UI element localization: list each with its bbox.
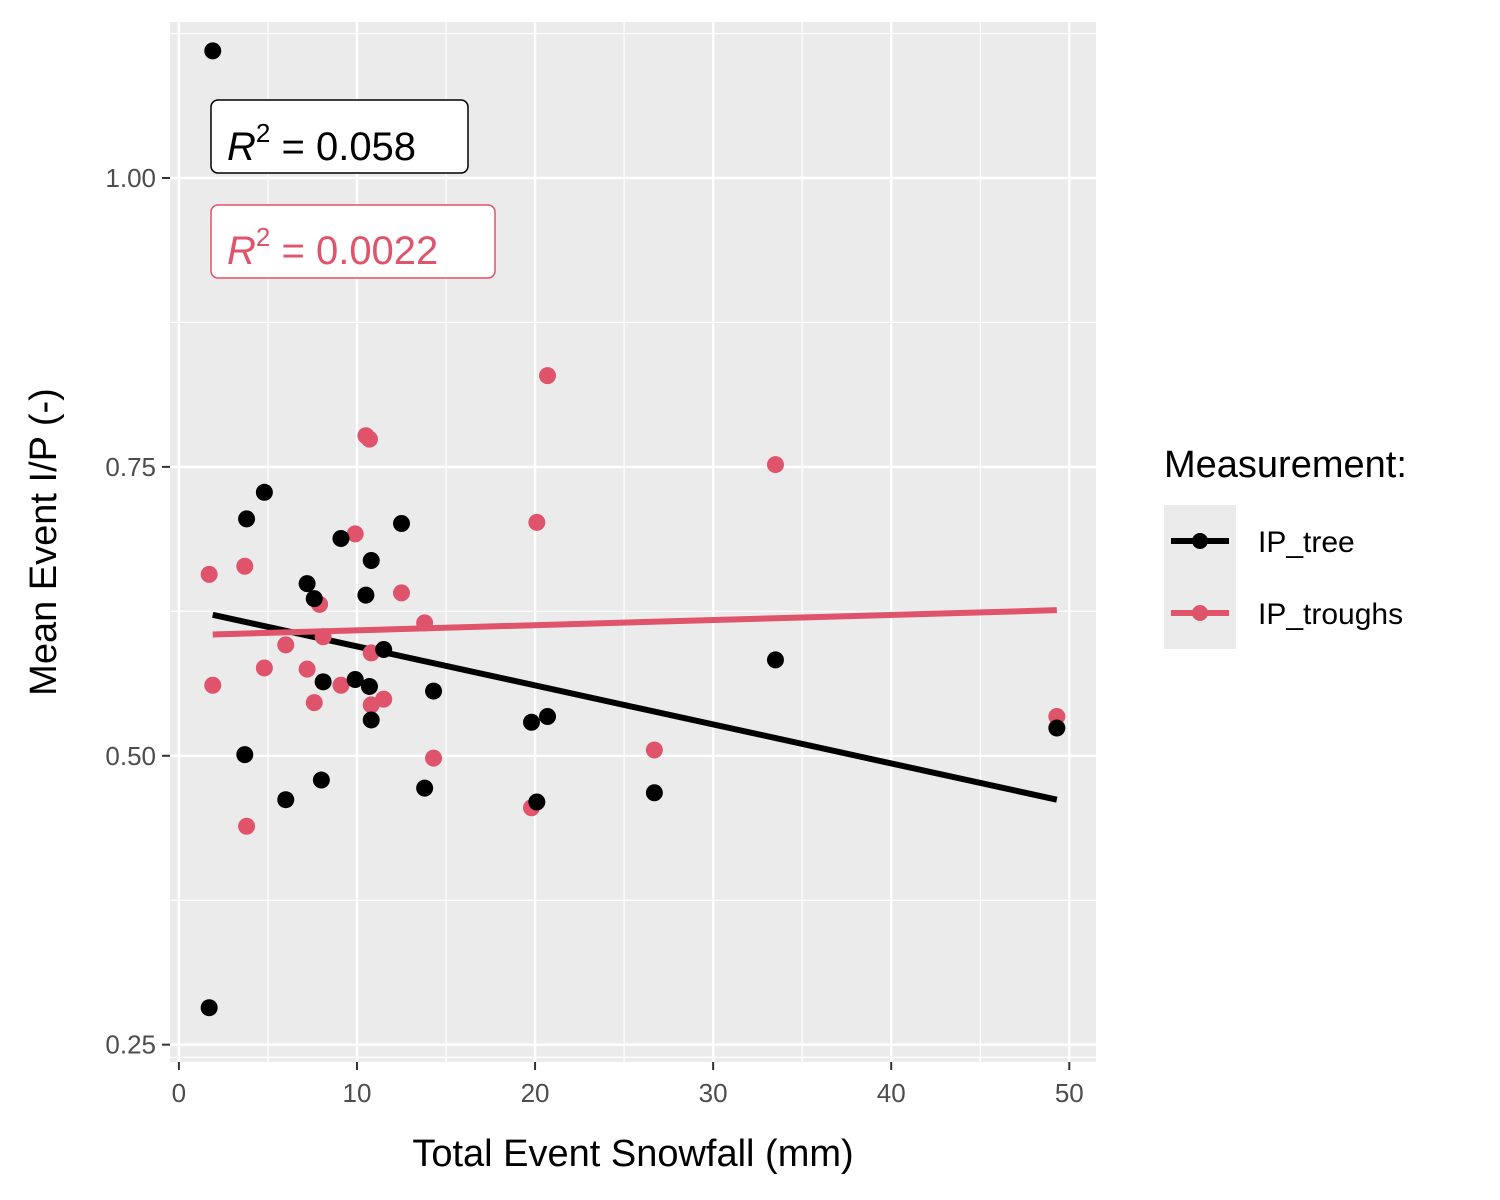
point-tree [332,530,350,548]
point-troughs [332,676,350,694]
x-tick-label: 50 [1055,1078,1084,1108]
y-tick-label: 0.25 [105,1030,156,1060]
y-tick-label: 0.50 [105,741,156,771]
point-troughs [375,690,393,708]
point-tree [346,671,364,689]
point-tree [528,793,546,811]
point-troughs [645,741,663,759]
point-troughs [314,628,332,646]
r2-equals: = [270,229,316,273]
major-gridlines [170,22,1096,1062]
y-tick-label: 0.75 [105,452,156,482]
x-tick-label: 20 [521,1078,550,1108]
point-tree [375,640,393,658]
point-troughs [528,513,546,531]
point-tree [425,682,443,700]
point-tree [1048,719,1066,737]
point-tree [236,746,254,764]
point-troughs [305,694,323,712]
x-tick-label: 40 [877,1078,906,1108]
point-tree [645,784,663,802]
x-tick-label: 10 [343,1078,372,1108]
legend-label-tree: IP_tree [1258,526,1355,559]
legend-title: Measurement: [1164,444,1407,486]
point-tree [539,707,557,725]
point-tree [305,590,323,608]
point-tree [312,771,330,789]
point-troughs [393,584,410,602]
point-tree [204,42,222,60]
r2-label-tree: R2 = 0.058 [210,99,469,174]
x-axis-title: Total Event Snowfall (mm) [412,1133,853,1175]
point-troughs [277,636,295,654]
r2-value-tree: 0.058 [316,125,416,169]
point-tree [200,999,218,1017]
y-tick-label: 1.00 [105,163,156,193]
point-tree [522,713,540,731]
point-troughs [346,525,364,543]
y-axis: 0.25 0.50 0.75 1.00 [105,163,170,1060]
point-troughs [766,456,784,474]
point-tree [255,483,273,501]
point-tree [298,575,316,593]
svg-text:R2 = 0.0022: R2 = 0.0022 [227,222,438,273]
point-troughs [236,557,254,575]
point-troughs [298,660,316,678]
r2-symbol: R [227,229,256,273]
legend: Measurement: IP_tree IP_troughs [1164,444,1407,649]
point-troughs [416,614,434,632]
point-tree [238,510,256,528]
r2-exponent: 2 [256,222,270,252]
point-troughs [360,430,378,448]
point-tree [362,551,380,569]
point-tree [416,779,434,797]
legend-label-troughs: IP_troughs [1258,598,1403,631]
point-tree [277,791,295,809]
point-tree [362,711,380,729]
point-tree [360,677,378,695]
point-tree [357,586,375,604]
x-axis: 0 10 20 30 40 50 [172,1062,1084,1108]
point-troughs [238,817,256,835]
r2-value-troughs: 0.0022 [316,229,438,273]
point-tree [393,515,410,533]
point-troughs [255,659,273,677]
fit-line-troughs [212,607,1057,638]
r2-label-troughs: R2 = 0.0022 [210,204,496,279]
x-tick-label: 0 [172,1078,186,1108]
r2-symbol: R [227,125,256,169]
plot-panel [170,22,1096,1062]
point-troughs [204,676,222,694]
r2-exponent: 2 [256,118,270,148]
regression-lines [212,607,1058,803]
legend-key-point-tree [1192,533,1208,549]
point-tree [314,673,332,691]
y-axis-title: Mean Event I/P (-) [23,388,65,696]
fit-line-tree [212,611,1058,803]
point-tree [766,651,784,669]
point-troughs [425,749,443,767]
point-troughs [539,367,557,385]
x-tick-label: 30 [699,1078,728,1108]
r2-equals: = [270,125,316,169]
data-points [200,42,1066,1017]
point-troughs [200,565,218,583]
svg-text:R2 = 0.058: R2 = 0.058 [227,118,416,169]
legend-key-point-troughs [1192,605,1208,621]
